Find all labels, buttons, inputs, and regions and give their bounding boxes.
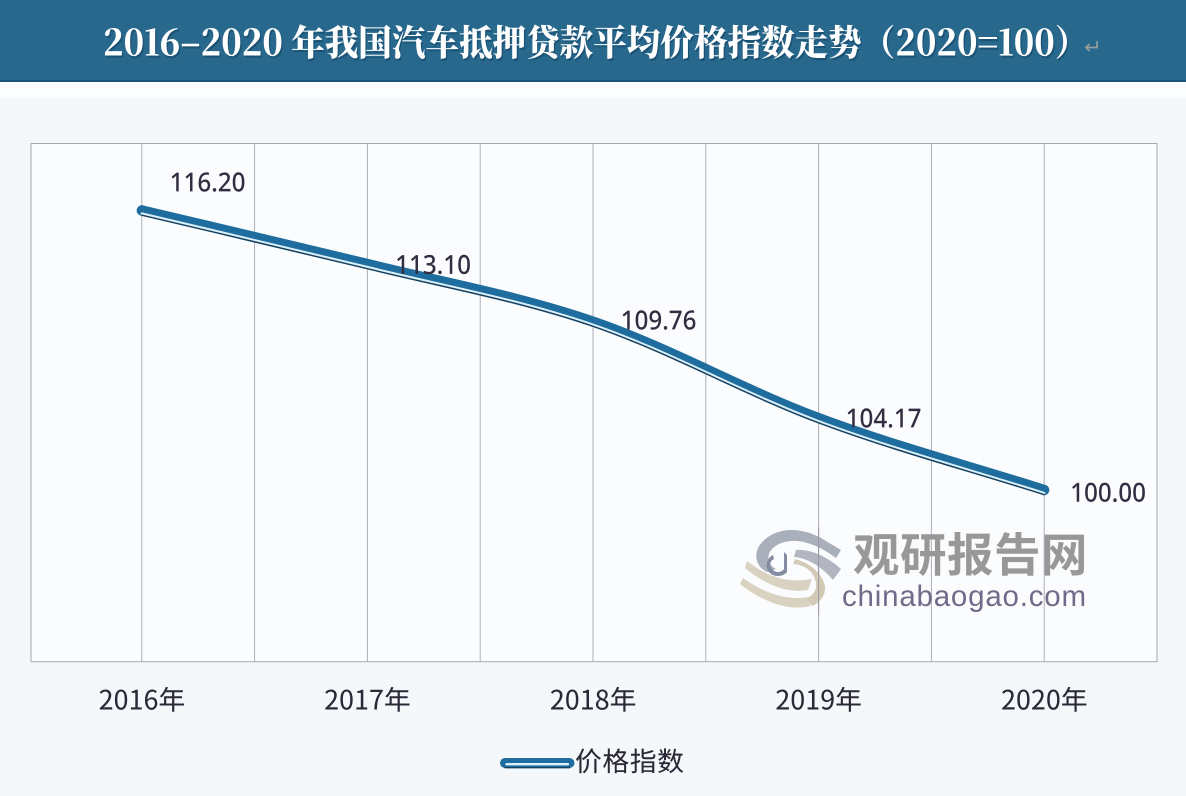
- svg-text:chinabaogao.com: chinabaogao.com: [842, 580, 1087, 613]
